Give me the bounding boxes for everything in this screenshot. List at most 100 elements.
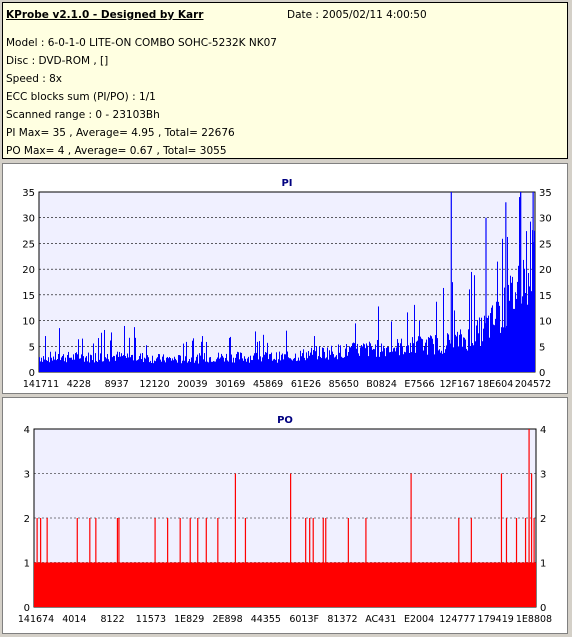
- y-tick-label-right: 35: [539, 188, 552, 199]
- pi-bar: [212, 361, 213, 372]
- pi-bar: [279, 351, 280, 372]
- po-spike: [410, 473, 412, 607]
- pi-bar: [292, 360, 293, 372]
- y-tick-label-left: 15: [22, 291, 35, 302]
- pi-bar: [205, 361, 206, 372]
- pi-bar: [490, 313, 491, 372]
- y-tick-label-right: 5: [539, 342, 545, 353]
- pi-bar: [270, 354, 271, 372]
- pi-bar: [426, 339, 427, 372]
- y-tick-label-right: 30: [539, 214, 552, 225]
- pi-bar: [84, 361, 85, 372]
- pi-bar: [77, 354, 78, 372]
- pi-bar: [106, 358, 107, 372]
- pi-bar: [142, 352, 143, 372]
- pi-bar: [92, 360, 93, 372]
- pi-bar: [319, 346, 320, 372]
- pi-bar: [384, 348, 385, 372]
- pi-bar: [391, 321, 392, 372]
- pi-bar: [268, 359, 269, 372]
- pi-bar: [454, 310, 455, 372]
- pi-bar: [448, 334, 449, 372]
- pi-bar: [411, 352, 412, 372]
- pi-bar: [262, 357, 263, 372]
- pi-bar: [129, 337, 130, 372]
- x-tick-label: 6013F: [289, 614, 319, 625]
- y-tick-label-right: 1: [540, 559, 546, 570]
- pi-stats-text: PI Max= 35 , Average= 4.95 , Total= 2267…: [6, 127, 235, 139]
- x-tick-label: 20039: [177, 379, 207, 390]
- pi-bar: [352, 343, 353, 372]
- pi-bar: [491, 307, 492, 372]
- pi-bar: [288, 357, 289, 372]
- pi-bar: [519, 197, 520, 372]
- pi-bar: [459, 334, 460, 372]
- pi-bar: [123, 355, 124, 372]
- pi-bar: [289, 358, 290, 372]
- pi-spike: [485, 217, 487, 372]
- pi-bar: [498, 301, 499, 372]
- pi-bar: [534, 230, 535, 372]
- pi-bar: [260, 356, 261, 372]
- pi-bar: [427, 354, 428, 372]
- pi-bar: [320, 356, 321, 372]
- pi-bar: [431, 336, 432, 372]
- pi-bar: [460, 329, 461, 372]
- pi-bar: [446, 345, 447, 372]
- pi-bar: [48, 357, 49, 372]
- pi-bar: [464, 337, 465, 372]
- pi-bar: [364, 344, 365, 372]
- pi-bar: [253, 355, 254, 372]
- pi-bar: [102, 361, 103, 372]
- pi-bar: [234, 362, 235, 372]
- x-tick-label: 2E898: [212, 614, 242, 625]
- pi-bar: [54, 359, 55, 372]
- pi-bar: [482, 341, 483, 372]
- pi-bar: [122, 356, 123, 372]
- pi-chart: PI 0 0 5 5 10 10 15 15 20 20 25 25 30 30 35 35 141711 4228…: [22, 178, 552, 390]
- pi-bar: [134, 327, 135, 372]
- y-tick-label-left: 2: [24, 514, 30, 525]
- pi-bar: [140, 353, 141, 372]
- po-spike: [234, 473, 236, 607]
- pi-bar: [389, 352, 390, 372]
- x-tick-label: 12120: [139, 379, 169, 390]
- pi-bar: [171, 360, 172, 372]
- y-tick-label-right: 3: [540, 470, 546, 481]
- pi-bar: [259, 341, 260, 372]
- po-spike: [179, 518, 181, 607]
- pi-bar: [201, 341, 202, 372]
- pi-bar: [296, 361, 297, 372]
- pi-bar: [309, 355, 310, 372]
- pi-bar: [312, 354, 313, 372]
- pi-bar: [68, 351, 69, 372]
- pi-bar: [344, 357, 345, 372]
- pi-bar: [72, 359, 73, 372]
- pi-bar: [60, 360, 61, 372]
- pi-bar: [396, 347, 397, 372]
- pi-bar: [172, 358, 173, 372]
- pi-bar: [131, 355, 132, 372]
- pi-bar: [149, 362, 150, 372]
- pi-bar: [159, 354, 160, 372]
- pi-bar: [173, 360, 174, 372]
- pi-spike: [520, 192, 522, 372]
- pi-bar: [377, 339, 378, 372]
- x-tick-label: 141711: [23, 379, 59, 390]
- info-panel: KProbe v2.1.0 - Designed by Karr Date : …: [2, 2, 568, 159]
- pi-bar: [166, 357, 167, 372]
- pi-bar: [66, 362, 67, 372]
- pi-bar: [91, 355, 92, 372]
- pi-bar: [305, 360, 306, 372]
- po-spike: [528, 429, 530, 607]
- pi-bar: [472, 343, 473, 372]
- x-tick-label: 4228: [67, 379, 91, 390]
- pi-bar: [420, 336, 421, 372]
- pi-bar: [412, 337, 413, 372]
- pi-bar: [264, 354, 265, 372]
- y-tick-label-right: 4: [540, 425, 546, 436]
- pi-bar: [374, 349, 375, 372]
- pi-bar: [483, 328, 484, 372]
- pi-bar: [343, 357, 344, 372]
- pi-bar: [44, 359, 45, 372]
